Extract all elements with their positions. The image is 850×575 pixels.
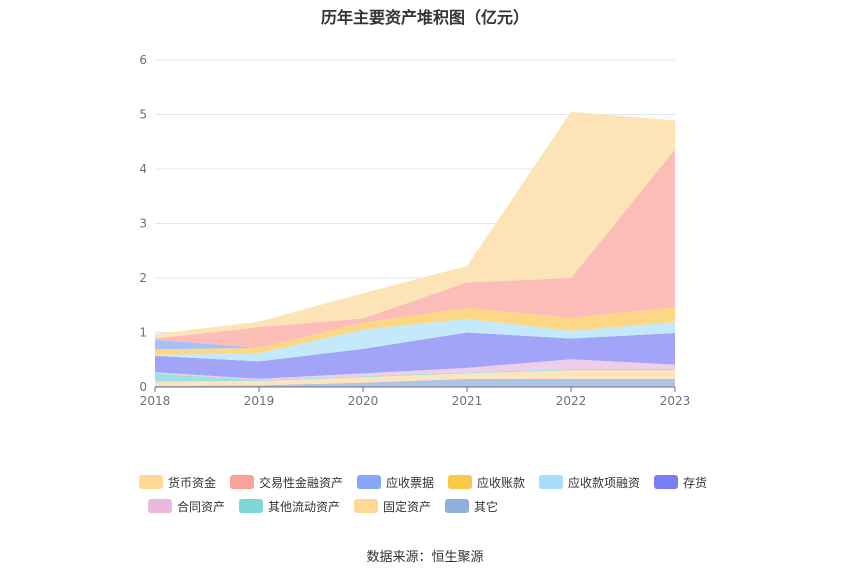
area-应收账款: [155, 307, 675, 355]
legend: 货币资金 交易性金融资产 应收票据 应收账款 应收款项融资 存货 合同资产 其他流动资产 固定…: [0, 470, 850, 518]
legend-label: 固定资产: [383, 499, 432, 514]
legend-label: 交易性金融资产: [258, 475, 343, 490]
legend-item[interactable]: 其他流动资产: [239, 498, 340, 515]
y-tick-label: 0: [139, 380, 147, 394]
legend-swatch: [654, 475, 679, 489]
legend-swatch: [229, 475, 254, 489]
legend-item[interactable]: 交易性金融资产: [229, 474, 343, 491]
x-tick-label: 2019: [244, 394, 275, 408]
legend-swatch: [138, 475, 163, 489]
legend-label: 应收账款: [477, 475, 526, 490]
area-应收款项融资: [155, 318, 675, 362]
legend-label: 其它: [474, 499, 499, 514]
x-tick-label: 2022: [556, 394, 587, 408]
y-tick-label: 6: [139, 53, 147, 67]
legend-item[interactable]: 应收款项融资: [539, 474, 640, 491]
legend-row-1: 货币资金 交易性金融资产 应收票据 应收账款 应收款项融资 存货: [0, 470, 850, 494]
legend-label: 应收票据: [385, 475, 434, 490]
area-合同资产: [155, 359, 675, 380]
y-tick-label: 3: [139, 217, 147, 231]
legend-swatch: [356, 475, 381, 489]
legend-label: 其他流动资产: [268, 499, 341, 514]
legend-swatch: [148, 499, 172, 513]
x-tick-label: 2023: [660, 394, 691, 408]
axes: 0 1 2 3 4 5 6 2018 2019 2020 2021 2022 2023: [139, 53, 690, 408]
legend-label: 货币资金: [167, 475, 216, 490]
legend-item[interactable]: 固定资产: [354, 498, 431, 515]
legend-swatch: [448, 475, 472, 489]
legend-label: 应收款项融资: [568, 475, 641, 490]
x-tick-label: 2020: [348, 394, 379, 408]
area-交易性金融资产: [155, 149, 675, 348]
y-tick-label: 2: [139, 271, 147, 285]
y-tick-label: 1: [139, 326, 147, 340]
legend-label: 合同资产: [177, 499, 226, 514]
legend-swatch: [539, 475, 564, 489]
area-series: [155, 111, 675, 387]
chart-title: 历年主要资产堆积图（亿元）: [320, 8, 529, 27]
legend-swatch: [239, 499, 264, 513]
y-tick-label: 5: [139, 108, 147, 122]
y-tick-label: 4: [139, 162, 147, 176]
data-source: 数据来源：恒生聚源: [366, 550, 484, 565]
legend-item[interactable]: 其它: [445, 498, 498, 515]
area-存货: [155, 332, 675, 379]
legend-swatch: [445, 499, 470, 513]
area-固定资产: [155, 370, 675, 386]
x-tick-label: 2021: [452, 394, 483, 408]
legend-item[interactable]: 应收账款: [448, 474, 525, 491]
legend-swatch: [354, 499, 379, 513]
legend-item[interactable]: 货币资金: [138, 474, 216, 491]
area-其它: [155, 378, 675, 387]
legend-item[interactable]: 合同资产: [148, 498, 225, 515]
area-其他流动资产: [155, 369, 675, 382]
legend-item[interactable]: 存货: [654, 474, 707, 491]
legend-row-2: 合同资产 其他流动资产 固定资产 其它: [0, 494, 850, 518]
area-应收票据: [155, 307, 675, 350]
legend-item[interactable]: 应收票据: [356, 474, 434, 491]
stacked-area-chart: 0 1 2 3 4 5 6 2018 2019 2020 2021 2022 2023: [139, 53, 690, 408]
x-tick-label: 2018: [140, 394, 171, 408]
area-货币资金: [155, 111, 675, 339]
legend-label: 存货: [683, 475, 708, 490]
